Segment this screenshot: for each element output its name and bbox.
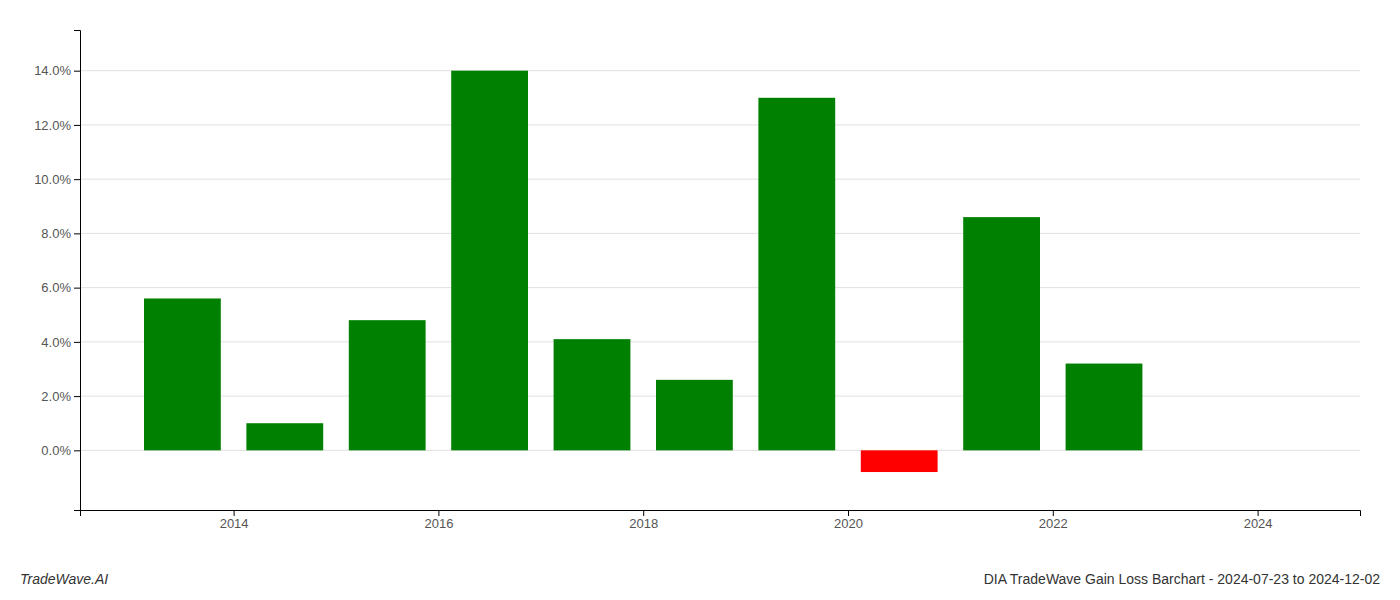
watermark: TradeWave.AI xyxy=(20,571,108,587)
y-tick-mark xyxy=(74,125,80,126)
x-tick: 2016 xyxy=(424,510,453,531)
y-tick: 8.0% xyxy=(41,226,80,241)
y-tick: 0.0% xyxy=(41,443,80,458)
y-axis: 0.0% 2.0% 4.0% 6.0% 8.0% 10.0% 12.0% 14.0% xyxy=(34,31,80,511)
y-tick-mark xyxy=(74,233,80,234)
y-tick-label: 14.0% xyxy=(34,63,71,78)
y-tick-label: 0.0% xyxy=(41,443,71,458)
title: DIA TradeWave Gain Loss Barchart - 2024-… xyxy=(984,571,1381,587)
x-tick: 2014 xyxy=(220,510,249,531)
bar xyxy=(963,217,1040,450)
y-tick: 10.0% xyxy=(34,172,80,187)
y-tick-label: 12.0% xyxy=(34,118,71,133)
y-tick-label: 6.0% xyxy=(41,280,71,295)
x-tick-mark xyxy=(438,510,439,516)
bar xyxy=(861,450,938,472)
x-tick-label: 2020 xyxy=(834,516,863,531)
y-tick: 2.0% xyxy=(41,389,80,404)
y-tick: 4.0% xyxy=(41,335,80,350)
y-tick-label: 8.0% xyxy=(41,226,71,241)
x-tick-label: 2024 xyxy=(1244,516,1273,531)
y-tick-mark xyxy=(74,179,80,180)
x-axis: 2014 2016 2018 2020 2022 2024 xyxy=(81,510,1361,531)
bar xyxy=(656,380,733,451)
grid-line xyxy=(80,179,1360,180)
x-tick: 2020 xyxy=(834,510,863,531)
grid xyxy=(80,71,1360,451)
x-tick-mark xyxy=(643,510,644,516)
bar xyxy=(349,320,426,450)
bar xyxy=(144,298,221,450)
x-tick: 2018 xyxy=(629,510,658,531)
bar xyxy=(1168,450,1245,451)
bar xyxy=(246,423,323,450)
x-tick-mark xyxy=(234,510,235,516)
bar xyxy=(758,98,835,451)
x-tick-label: 2016 xyxy=(424,516,453,531)
y-tick-label: 10.0% xyxy=(34,172,71,187)
bar xyxy=(1066,364,1143,451)
x-tick-label: 2014 xyxy=(220,516,249,531)
x-tick-mark xyxy=(1258,510,1259,516)
chart: 2014 2016 2018 2020 2022 2024 0.0% 2.0% 4.0% 6.0%… xyxy=(0,0,1400,600)
y-axis-line xyxy=(74,31,81,511)
grid-line xyxy=(80,287,1360,288)
x-tick-mark xyxy=(848,510,849,516)
y-tick-label: 2.0% xyxy=(41,389,71,404)
x-tick-label: 2018 xyxy=(629,516,658,531)
y-tick: 14.0% xyxy=(34,63,80,78)
x-tick-mark xyxy=(1053,510,1054,516)
x-tick: 2022 xyxy=(1039,510,1068,531)
grid-line xyxy=(80,124,1360,125)
grid-line xyxy=(80,341,1360,342)
y-tick: 12.0% xyxy=(34,118,80,133)
x-tick-label: 2022 xyxy=(1039,516,1068,531)
y-tick: 6.0% xyxy=(41,280,80,295)
bar xyxy=(554,339,631,450)
x-tick: 2024 xyxy=(1244,510,1273,531)
y-tick-label: 4.0% xyxy=(41,335,71,350)
y-tick-mark xyxy=(74,396,80,397)
y-tick-mark xyxy=(74,450,80,451)
bar xyxy=(451,71,528,451)
y-tick-mark xyxy=(74,342,80,343)
y-tick-mark xyxy=(74,71,80,72)
x-axis-line xyxy=(81,511,1361,517)
grid-line xyxy=(80,233,1360,234)
plot-area xyxy=(144,71,1142,472)
grid-line xyxy=(80,70,1360,71)
y-tick-mark xyxy=(74,288,80,289)
